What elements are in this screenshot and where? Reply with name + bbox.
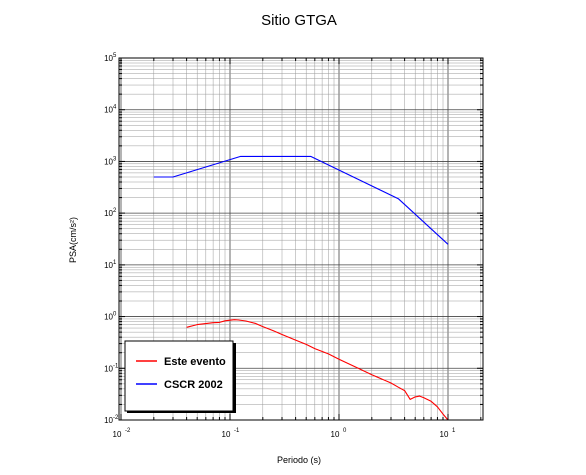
plot-frame — [118, 57, 484, 421]
x-tick-label-exponent: -1 — [234, 428, 240, 434]
y-tick-label: 10 — [104, 313, 113, 322]
legend-label-este-evento: Este evento — [164, 356, 226, 368]
x-tick-label-exponent: 1 — [452, 428, 456, 434]
series-lines — [153, 155, 449, 421]
tick-labels: 10 -2 10 -1 10 0 10 110 -210 -110 010 110 210 310 410 5 — [104, 53, 456, 439]
axis-ticks — [119, 57, 483, 421]
y-tick-label: 10 — [104, 416, 113, 425]
chart-title: Sitio GTGA — [261, 12, 337, 29]
y-axis-title: PSA(cm/s²) — [68, 217, 78, 263]
x-tick-label: 10 — [222, 430, 231, 439]
y-tick-label-exponent: -1 — [113, 363, 119, 369]
x-axis-title: Periodo (s) — [277, 455, 321, 465]
x-tick-label: 10 — [113, 430, 122, 439]
x-tick-label: 10 — [440, 430, 449, 439]
y-tick-label-exponent: -2 — [113, 415, 119, 421]
y-tick-label: 10 — [104, 157, 113, 166]
series-line-cscr-2002 — [153, 155, 449, 245]
legend-box — [124, 340, 234, 412]
y-tick-label: 10 — [104, 106, 113, 115]
y-tick-label-exponent: 0 — [113, 312, 117, 318]
y-tick-label: 10 — [104, 364, 113, 373]
x-tick-label-exponent: 0 — [343, 428, 347, 434]
grid-lines — [119, 58, 483, 420]
y-tick-label: 10 — [104, 209, 113, 218]
legend-label-cscr-2002: CSCR 2002 — [164, 379, 223, 391]
x-tick-label-exponent: -2 — [125, 428, 131, 434]
series-line-este-evento — [186, 319, 449, 421]
y-tick-label: 10 — [104, 261, 113, 270]
y-tick-label-exponent: 5 — [113, 53, 117, 59]
y-tick-label-exponent: 2 — [113, 208, 117, 214]
y-tick-label: 10 — [104, 54, 113, 63]
y-tick-label-exponent: 1 — [113, 260, 117, 266]
y-tick-label-exponent: 3 — [113, 156, 117, 162]
x-tick-label: 10 — [331, 430, 340, 439]
legend: Este evento CSCR 2002 — [124, 340, 236, 413]
y-tick-label-exponent: 4 — [113, 105, 117, 111]
